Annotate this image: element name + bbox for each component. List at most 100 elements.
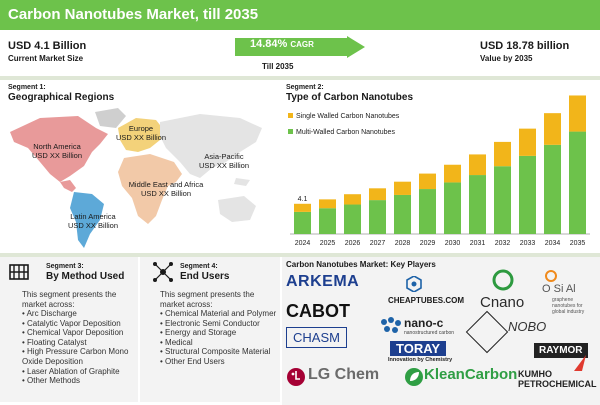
segment3-item: Chemical Vapor Deposition [22,328,138,338]
key-players-panel: Carbon Nanotubes Market: Key Players ARK… [282,257,600,405]
bar-segment [344,194,361,205]
north-america-shape [10,116,108,182]
region-asia-pacific-name: Asia-Pacific [204,152,244,161]
kleancarbon-leaf-icon [405,368,423,386]
segment3-item: Catalytic Vapor Deposition [22,319,138,329]
x-tick-label: 2032 [495,240,511,247]
segment2-chart-panel: Segment 2: Type of Carbon Nanotubes Sing… [284,82,600,254]
toray-logo: TORAY [390,341,447,356]
bar-segment [394,181,411,195]
divider-top [0,76,600,80]
kumho-logo-line2: PETROCHEMICAL [518,379,597,389]
cagr-unit: CAGR [290,40,314,49]
segment4-desc: This segment presents the market across: [160,290,255,309]
region-europe-name: Europe [128,124,154,133]
segment3-item: Floating Catalyst [22,338,138,348]
cagr-value: 14.84% [250,38,288,50]
bar-segment [469,175,486,234]
segment4-title: End Users [180,271,230,282]
x-tick-label: 2026 [345,240,361,247]
segment1-small-label: Segment 1: [8,84,46,91]
x-tick-label: 2028 [395,240,411,247]
bar-segment [419,173,436,190]
x-tick-label: 2024 [295,240,311,247]
ocsial-tagline: graphene nanotubes for global industry [552,297,585,315]
bar-segment [469,154,486,176]
region-europe-value: USD XX Billion [115,133,167,142]
region-mea-value: USD XX Billion [140,189,192,198]
bar-segment [544,113,561,145]
region-latin-america-name: Latin America [70,212,116,221]
segment3-title: By Method Used [46,271,125,282]
cabot-logo: CABOT [286,301,350,321]
arkema-logo: ARKEMA [286,273,360,290]
world-map-icon [10,108,262,248]
region-north-america: North America USD XX Billion [22,142,92,160]
bar-segment [294,203,311,212]
ocsial-ring-icon [545,270,557,282]
segment4-item: Energy and Storage [160,328,282,338]
nobo-logo: NOBO [508,319,547,334]
x-tick-label: 2031 [470,240,486,247]
segment4-small-label: Segment 4: [180,263,218,270]
raymor-logo: RAYMOR [534,343,588,358]
legend-label: Multi-Walled Carbon Nanotubes [296,129,395,136]
region-latin-america-value: USD XX Billion [67,221,119,230]
data-label: 4.1 [298,196,308,203]
toray-tagline: Innovation by Chemistry [388,357,453,363]
bar-segment [544,144,561,234]
region-europe: Europe USD XX Billion [104,124,178,142]
segment4-item: Other End Users [160,357,282,367]
bar-segment [494,141,511,167]
title-bar: Carbon Nanotubes Market, till 2035 [0,0,600,30]
lg-chem-logo: LG Chem [308,366,380,383]
x-tick-label: 2027 [370,240,386,247]
legend-swatch [288,129,293,134]
metrics-row: USD 4.1 Billion Current Market Size 14.8… [0,30,600,76]
key-players-title: Carbon Nanotubes Market: Key Players [286,260,436,269]
bar-segment [444,164,461,183]
bar-segment [394,194,411,234]
lg-chem-emblem-icon [287,368,305,386]
bar-segment [369,188,386,201]
region-asia-pacific: Asia-Pacific USD XX Billion [184,152,264,170]
legend-label: Single Walled Carbon Nanotubes [296,113,400,120]
region-mea-name: Middle East and Africa [128,180,204,189]
future-market-metric: USD 18.78 billion Value by 2035 [480,40,590,63]
cnano-logo: Cnano [480,294,525,311]
divider-middle [0,253,600,257]
latin-america-shape [70,192,104,248]
chasm-logo: CHASM [286,327,347,348]
bar-segment [319,199,336,209]
cheaptubes-hex-icon [406,276,422,292]
segment1-title: Geographical Regions [8,92,115,103]
nano-c-logo: nano-c [404,316,444,330]
kumho-swoosh-icon [574,355,586,371]
segment4-item: Structural Composite Material [160,347,282,357]
kumho-logo-line1: KUMHO [518,369,552,379]
x-tick-label: 2033 [520,240,536,247]
asia-pacific-shape [160,114,262,178]
bar-segment [444,182,461,234]
method-icon [9,264,29,280]
cagr-arrow-icon [235,36,365,58]
segment3-item: Arc Discharge [22,309,138,319]
region-north-america-name: North America [33,142,81,151]
bar-segment [494,166,511,234]
region-asia-pacific-value: USD XX Billion [198,161,250,170]
x-tick-label: 2035 [570,240,586,247]
page-title: Carbon Nanotubes Market, till 2035 [8,6,259,23]
bar-segment [519,155,536,234]
bar-segment [519,128,536,156]
segment3-item: Other Methods [22,376,138,386]
till-label: Till 2035 [262,62,294,71]
stacked-bar-chart: Single Walled Carbon Nanotubes Multi-Wall… [288,95,590,247]
nano-c-molecule-icon [381,317,401,333]
cheaptubes-logo: CHEAPTUBES.COM [388,296,465,305]
segment4-item: Medical [160,338,282,348]
current-market-label: Current Market Size [8,54,84,63]
region-north-america-value: USD XX Billion [31,151,83,160]
x-tick-label: 2034 [545,240,561,247]
segment2-heading: Segment 2: Type of Carbon Nanotubes [286,84,413,103]
bar-segment [344,204,361,234]
